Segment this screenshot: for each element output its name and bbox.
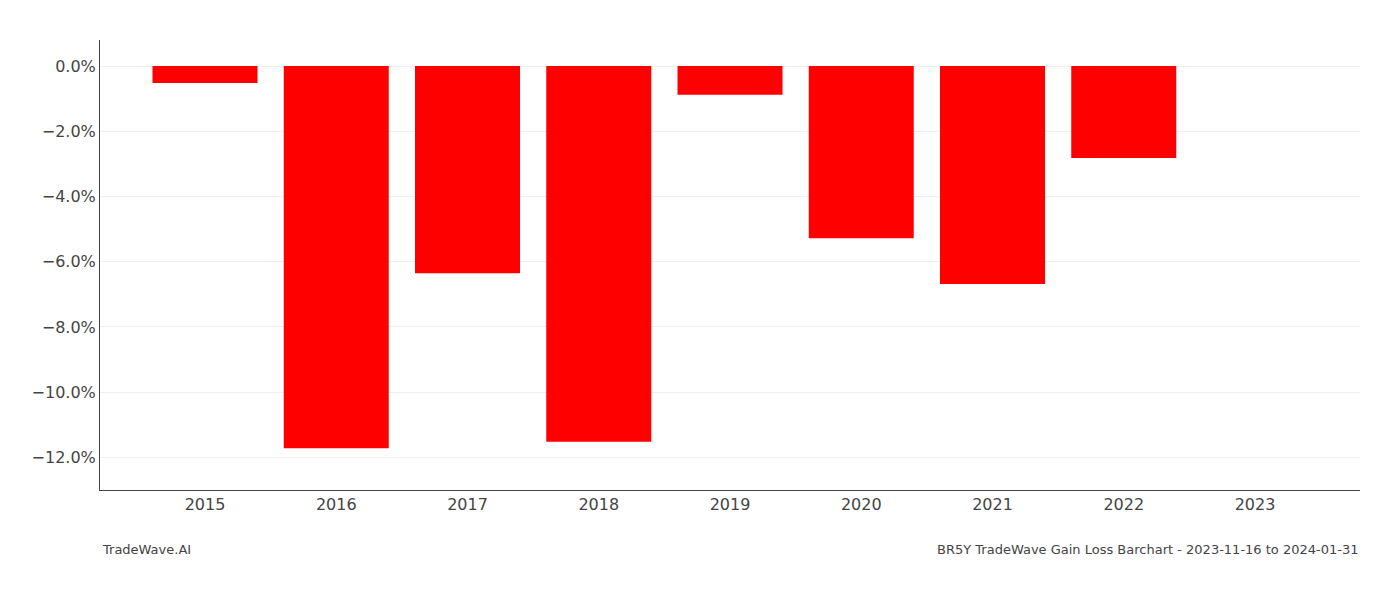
svg-text:−8.0%: −8.0% [42, 318, 96, 337]
svg-text:BR5Y TradeWave Gain Loss Barch: BR5Y TradeWave Gain Loss Barchart - 2023… [937, 542, 1358, 557]
svg-text:2020: 2020 [841, 495, 882, 514]
svg-text:2022: 2022 [1103, 495, 1144, 514]
svg-text:2017: 2017 [447, 495, 488, 514]
svg-text:−10.0%: −10.0% [32, 383, 96, 402]
svg-text:2023: 2023 [1235, 495, 1276, 514]
svg-text:−12.0%: −12.0% [32, 448, 96, 467]
svg-text:−2.0%: −2.0% [42, 122, 96, 141]
svg-text:−6.0%: −6.0% [42, 252, 96, 271]
svg-text:0.0%: 0.0% [55, 57, 96, 76]
svg-text:2018: 2018 [578, 495, 619, 514]
svg-text:−4.0%: −4.0% [42, 187, 96, 206]
svg-text:2016: 2016 [316, 495, 357, 514]
svg-text:2015: 2015 [185, 495, 226, 514]
svg-text:TradeWave.AI: TradeWave.AI [102, 542, 191, 557]
svg-text:2019: 2019 [710, 495, 751, 514]
svg-text:2021: 2021 [972, 495, 1013, 514]
